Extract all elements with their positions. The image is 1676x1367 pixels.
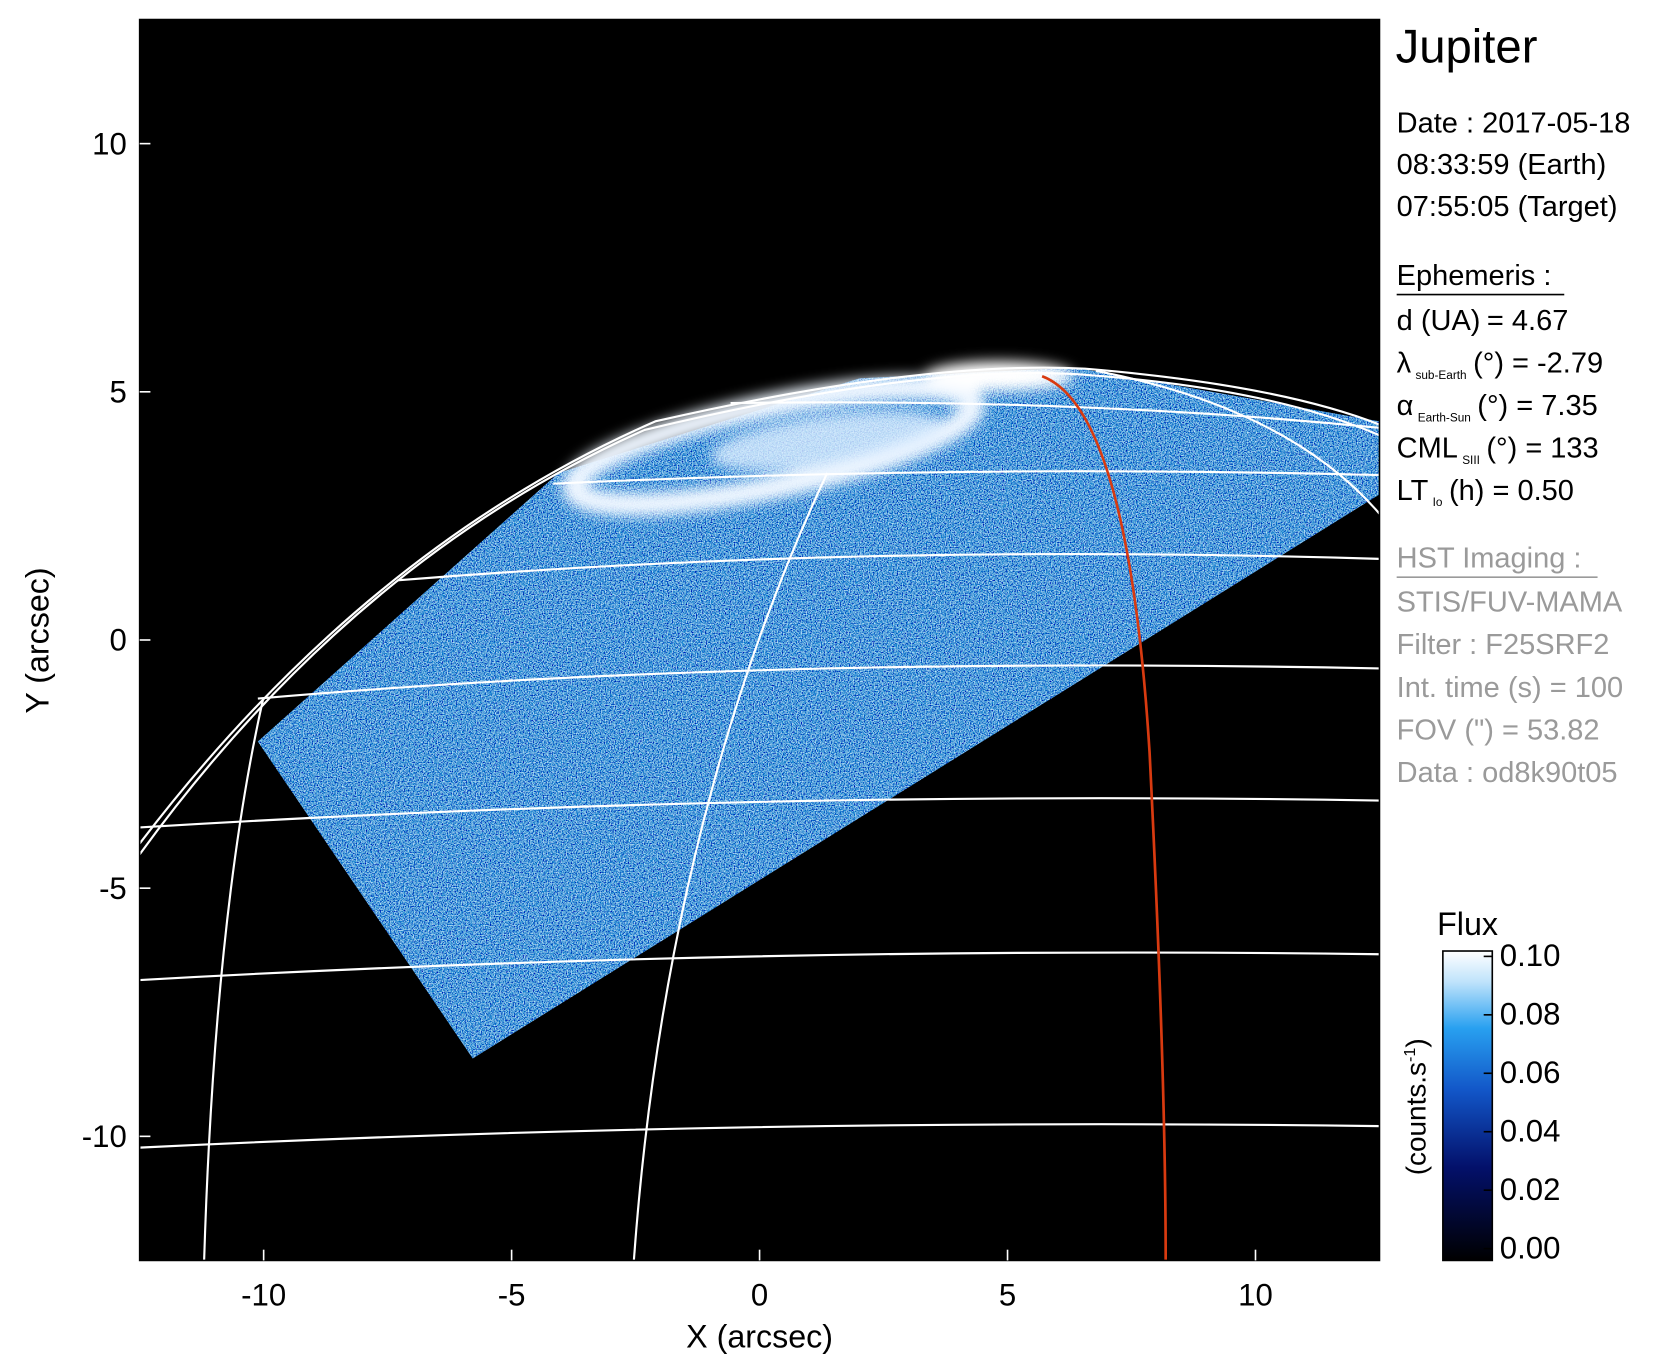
imaging-row: Filter : F25SRF2 — [1397, 629, 1610, 661]
colorbar-tick-label: 0.02 — [1500, 1172, 1561, 1207]
imaging-row: Data : od8k90t05 — [1397, 757, 1618, 789]
ephemeris-row: λ sub-Earth (°) = -2.79 — [1397, 347, 1603, 381]
colorbar-label: (counts.s-1) — [1401, 1038, 1432, 1175]
ephemeris-subscript: Io — [1433, 495, 1443, 509]
lat-lon-grid — [139, 366, 1380, 1261]
colorbar-label-end: ) — [1401, 1038, 1432, 1047]
ephemeris-text: = 4.67 — [1487, 305, 1568, 337]
central-meridian — [1041, 374, 1168, 1261]
x-tick-label: -5 — [498, 1278, 526, 1313]
ephemeris-text: (°) = 133 — [1486, 432, 1598, 464]
imaging-row: Int. time (s) = 100 — [1397, 672, 1623, 704]
ephemeris-subscript: SIII — [1462, 453, 1480, 467]
ephemeris-text: (°) = -2.79 — [1473, 347, 1603, 379]
disc-noise — [257, 367, 1380, 1059]
colorbar-tick-label: 0.08 — [1500, 997, 1561, 1032]
colorbar — [1442, 950, 1494, 1262]
ephemeris-text: α — [1397, 390, 1414, 422]
colorbar-tick-label: 0.00 — [1500, 1230, 1561, 1265]
y-tick-label: 0 — [109, 623, 126, 658]
target-title: Jupiter — [1396, 21, 1538, 74]
ephemeris-row: CML SIII (°) = 133 — [1397, 432, 1599, 466]
date-line: 07:55:05 (Target) — [1397, 191, 1618, 223]
image — [139, 361, 1380, 1261]
y-tick-label: 10 — [92, 126, 127, 161]
imaging-title: HST Imaging : — [1397, 542, 1582, 574]
ephemeris-text: d (UA) — [1397, 305, 1481, 337]
ephemeris-title: Ephemeris : — [1397, 260, 1552, 292]
colorbar-title: Flux — [1437, 906, 1498, 942]
x-axis-label: X (arcsec) — [686, 1318, 833, 1354]
ephemeris-text: (h) = 0.50 — [1449, 475, 1574, 507]
ephemeris-text: λ — [1397, 347, 1412, 379]
ephemeris-subscript: Earth-Sun — [1418, 410, 1471, 424]
colorbar-tick-label: 0.10 — [1500, 938, 1561, 973]
plot-area — [138, 18, 1381, 1262]
x-tick-label: -10 — [241, 1278, 286, 1313]
y-tick-label: -5 — [99, 871, 127, 906]
ephemeris-text: (°) = 7.35 — [1477, 390, 1597, 422]
ephemeris-row: α Earth-Sun (°) = 7.35 — [1397, 390, 1598, 424]
x-tick-label: 0 — [751, 1278, 768, 1313]
x-tick-label: 10 — [1238, 1278, 1273, 1313]
ephemeris-row: d (UA) = 4.67 — [1397, 305, 1569, 337]
y-tick-label: 5 — [109, 375, 126, 410]
ephemeris-text: CML — [1397, 432, 1458, 464]
colorbar-label-text: (counts.s — [1401, 1062, 1432, 1175]
date-line: Date : 2017-05-18 — [1397, 107, 1631, 139]
ephemeris-text: LT — [1397, 475, 1429, 507]
date-line: 08:33:59 (Earth) — [1397, 149, 1607, 181]
imaging-row: STIS/FUV-MAMA — [1397, 587, 1623, 619]
imaging-row: FOV (") = 53.82 — [1397, 714, 1600, 746]
ephemeris-row: LT Io (h) = 0.50 — [1397, 475, 1574, 509]
y-axis-label: Y (arcsec) — [19, 567, 55, 713]
colorbar-label-sup: -1 — [1401, 1048, 1419, 1062]
y-tick-label: -10 — [82, 1119, 127, 1154]
ephemeris-subscript: sub-Earth — [1415, 368, 1466, 382]
colorbar-tick-label: 0.04 — [1500, 1113, 1561, 1148]
x-tick-label: 5 — [999, 1278, 1016, 1313]
info-panel: Date : 2017-05-18 08:33:59 (Earth) 07:55:0… — [1397, 107, 1631, 789]
colorbar-tick-label: 0.06 — [1500, 1055, 1561, 1090]
